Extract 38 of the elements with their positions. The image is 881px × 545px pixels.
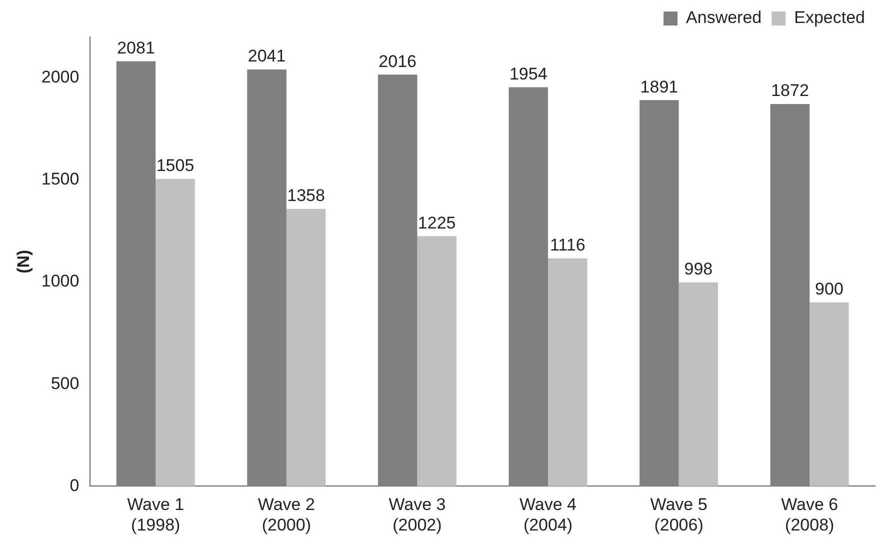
- x-tick-label: Wave 1 (1998): [127, 495, 184, 534]
- data-label: 1954: [509, 64, 548, 84]
- data-label: 1891: [640, 77, 678, 96]
- data-label: 1505: [156, 156, 194, 176]
- bar: [286, 208, 326, 486]
- legend-label: Expected: [794, 8, 866, 28]
- bar: [508, 87, 548, 486]
- bar: [378, 74, 418, 486]
- data-label: 1225: [418, 213, 456, 232]
- data-label: 2041: [248, 46, 286, 66]
- bar: [417, 236, 456, 486]
- y-tick-label: 500: [50, 374, 80, 393]
- x-tick-label: Wave 2 (2000): [258, 495, 315, 534]
- data-label: 1116: [550, 236, 586, 255]
- x-tick-label: Wave 4 (2004): [520, 495, 577, 534]
- bar: [810, 302, 849, 486]
- y-tick-label: 1500: [41, 170, 80, 189]
- data-label: 1872: [771, 81, 809, 100]
- bar: [116, 61, 156, 486]
- data-label: 998: [684, 260, 713, 279]
- legend-label: Answered: [686, 8, 762, 28]
- y-tick-label: 0: [70, 476, 80, 495]
- bar: [548, 258, 588, 486]
- data-label: 1358: [287, 186, 325, 206]
- y-axis-title: (N): [14, 250, 33, 274]
- x-tick-label: Wave 6 (2008): [781, 495, 838, 534]
- bar: [678, 282, 718, 486]
- bar: [770, 104, 810, 486]
- data-label: 2016: [378, 52, 417, 71]
- y-tick-label: 1000: [41, 272, 80, 291]
- x-tick-label: Wave 3 (2002): [388, 495, 446, 534]
- data-label: 900: [815, 280, 844, 299]
- data-label: 2081: [117, 38, 155, 58]
- bar: [247, 69, 286, 486]
- bar: [640, 100, 679, 486]
- x-tick-label: Wave 5 (2006): [650, 495, 708, 534]
- bar: [156, 178, 195, 486]
- y-tick-label: 2000: [41, 68, 80, 87]
